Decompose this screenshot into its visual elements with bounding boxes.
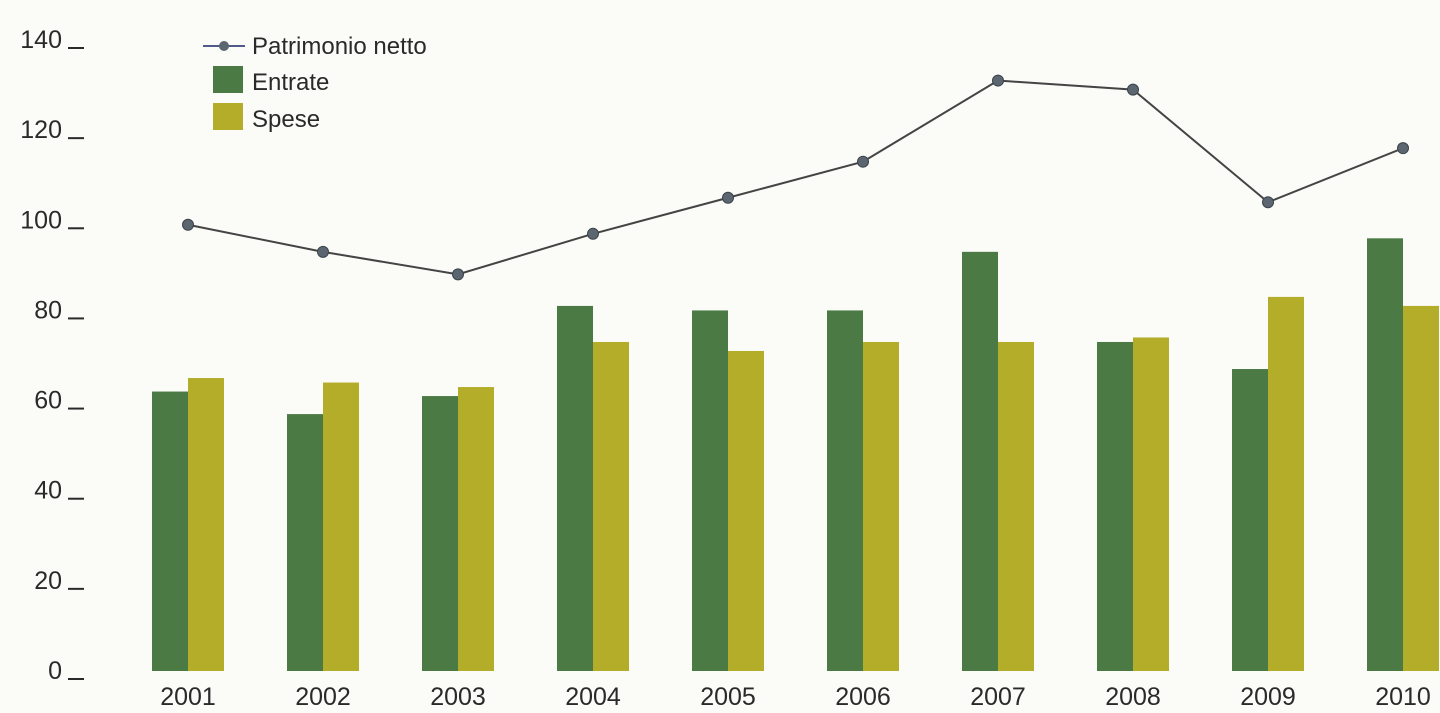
bar-entrate [287, 414, 323, 671]
y-tick-label: 140 [20, 26, 62, 54]
bar-entrate [1232, 369, 1268, 671]
x-tick-label: 2008 [1105, 683, 1161, 711]
bar-spese [863, 341, 899, 671]
legend-dot-icon [219, 41, 229, 51]
x-tick-label: 2005 [700, 683, 756, 711]
legend-label-spese: Spese [252, 106, 320, 133]
legend: Patrimonio netto Entrate Spese [203, 33, 427, 133]
bar-entrate [422, 396, 458, 671]
line-point [587, 227, 599, 240]
x-tick-label: 2006 [835, 683, 891, 711]
x-tick-label: 2007 [970, 683, 1026, 711]
legend-label-entrate: Entrate [252, 69, 329, 96]
bar-entrate [152, 391, 188, 671]
bar-spese [1403, 305, 1439, 671]
legend-swatch-spese [213, 103, 243, 130]
bar-entrate [557, 305, 593, 671]
bar-entrate [1097, 341, 1133, 671]
line-layer [187, 79, 1404, 276]
bar-spese [998, 341, 1034, 671]
line-point [182, 218, 194, 231]
bar-entrate [1367, 238, 1403, 672]
y-tick-label: 40 [34, 477, 62, 505]
line-markers [182, 74, 1409, 281]
x-axis: 2001 2002 2003 2004 2005 2006 2007 2008 2009 2010 [160, 683, 1431, 711]
bar-spese [458, 387, 494, 671]
y-tick-label: 100 [20, 206, 62, 234]
bars [152, 238, 1439, 672]
line-point [1127, 83, 1139, 96]
bar-entrate [692, 310, 728, 671]
line-point [857, 155, 869, 168]
legend-swatch-entrate [213, 66, 243, 93]
x-tick-label: 2002 [295, 683, 351, 711]
bar-spese [593, 341, 629, 671]
y-tick-label: 80 [34, 296, 62, 324]
line-point [317, 245, 329, 258]
line-point [722, 191, 734, 204]
line-point [452, 268, 464, 281]
y-axis: 0 20 40 60 80 100 120 140 [20, 26, 84, 685]
x-tick-label: 2003 [430, 683, 486, 711]
y-tick-label: 120 [20, 116, 62, 144]
x-tick-label: 2009 [1240, 683, 1296, 711]
bar-entrate [827, 310, 863, 671]
x-tick-label: 2001 [160, 683, 216, 711]
x-tick-label: 2010 [1375, 683, 1431, 711]
line-point [1397, 142, 1409, 155]
bar-spese [188, 378, 224, 671]
y-tick-label: 60 [34, 387, 62, 415]
patrimonio-netto-line [187, 79, 1404, 276]
y-tick-label: 0 [48, 657, 62, 685]
line-point [992, 74, 1004, 87]
bar-spese [728, 350, 764, 671]
legend-label-patrimonio: Patrimonio netto [252, 33, 427, 60]
x-tick-label: 2004 [565, 683, 621, 711]
line-point [1262, 196, 1274, 209]
bar-spese [1133, 337, 1169, 671]
bar-spese [323, 382, 359, 671]
bar-entrate [962, 251, 998, 672]
bar-spese [1268, 296, 1304, 671]
y-tick-label: 20 [34, 567, 62, 595]
